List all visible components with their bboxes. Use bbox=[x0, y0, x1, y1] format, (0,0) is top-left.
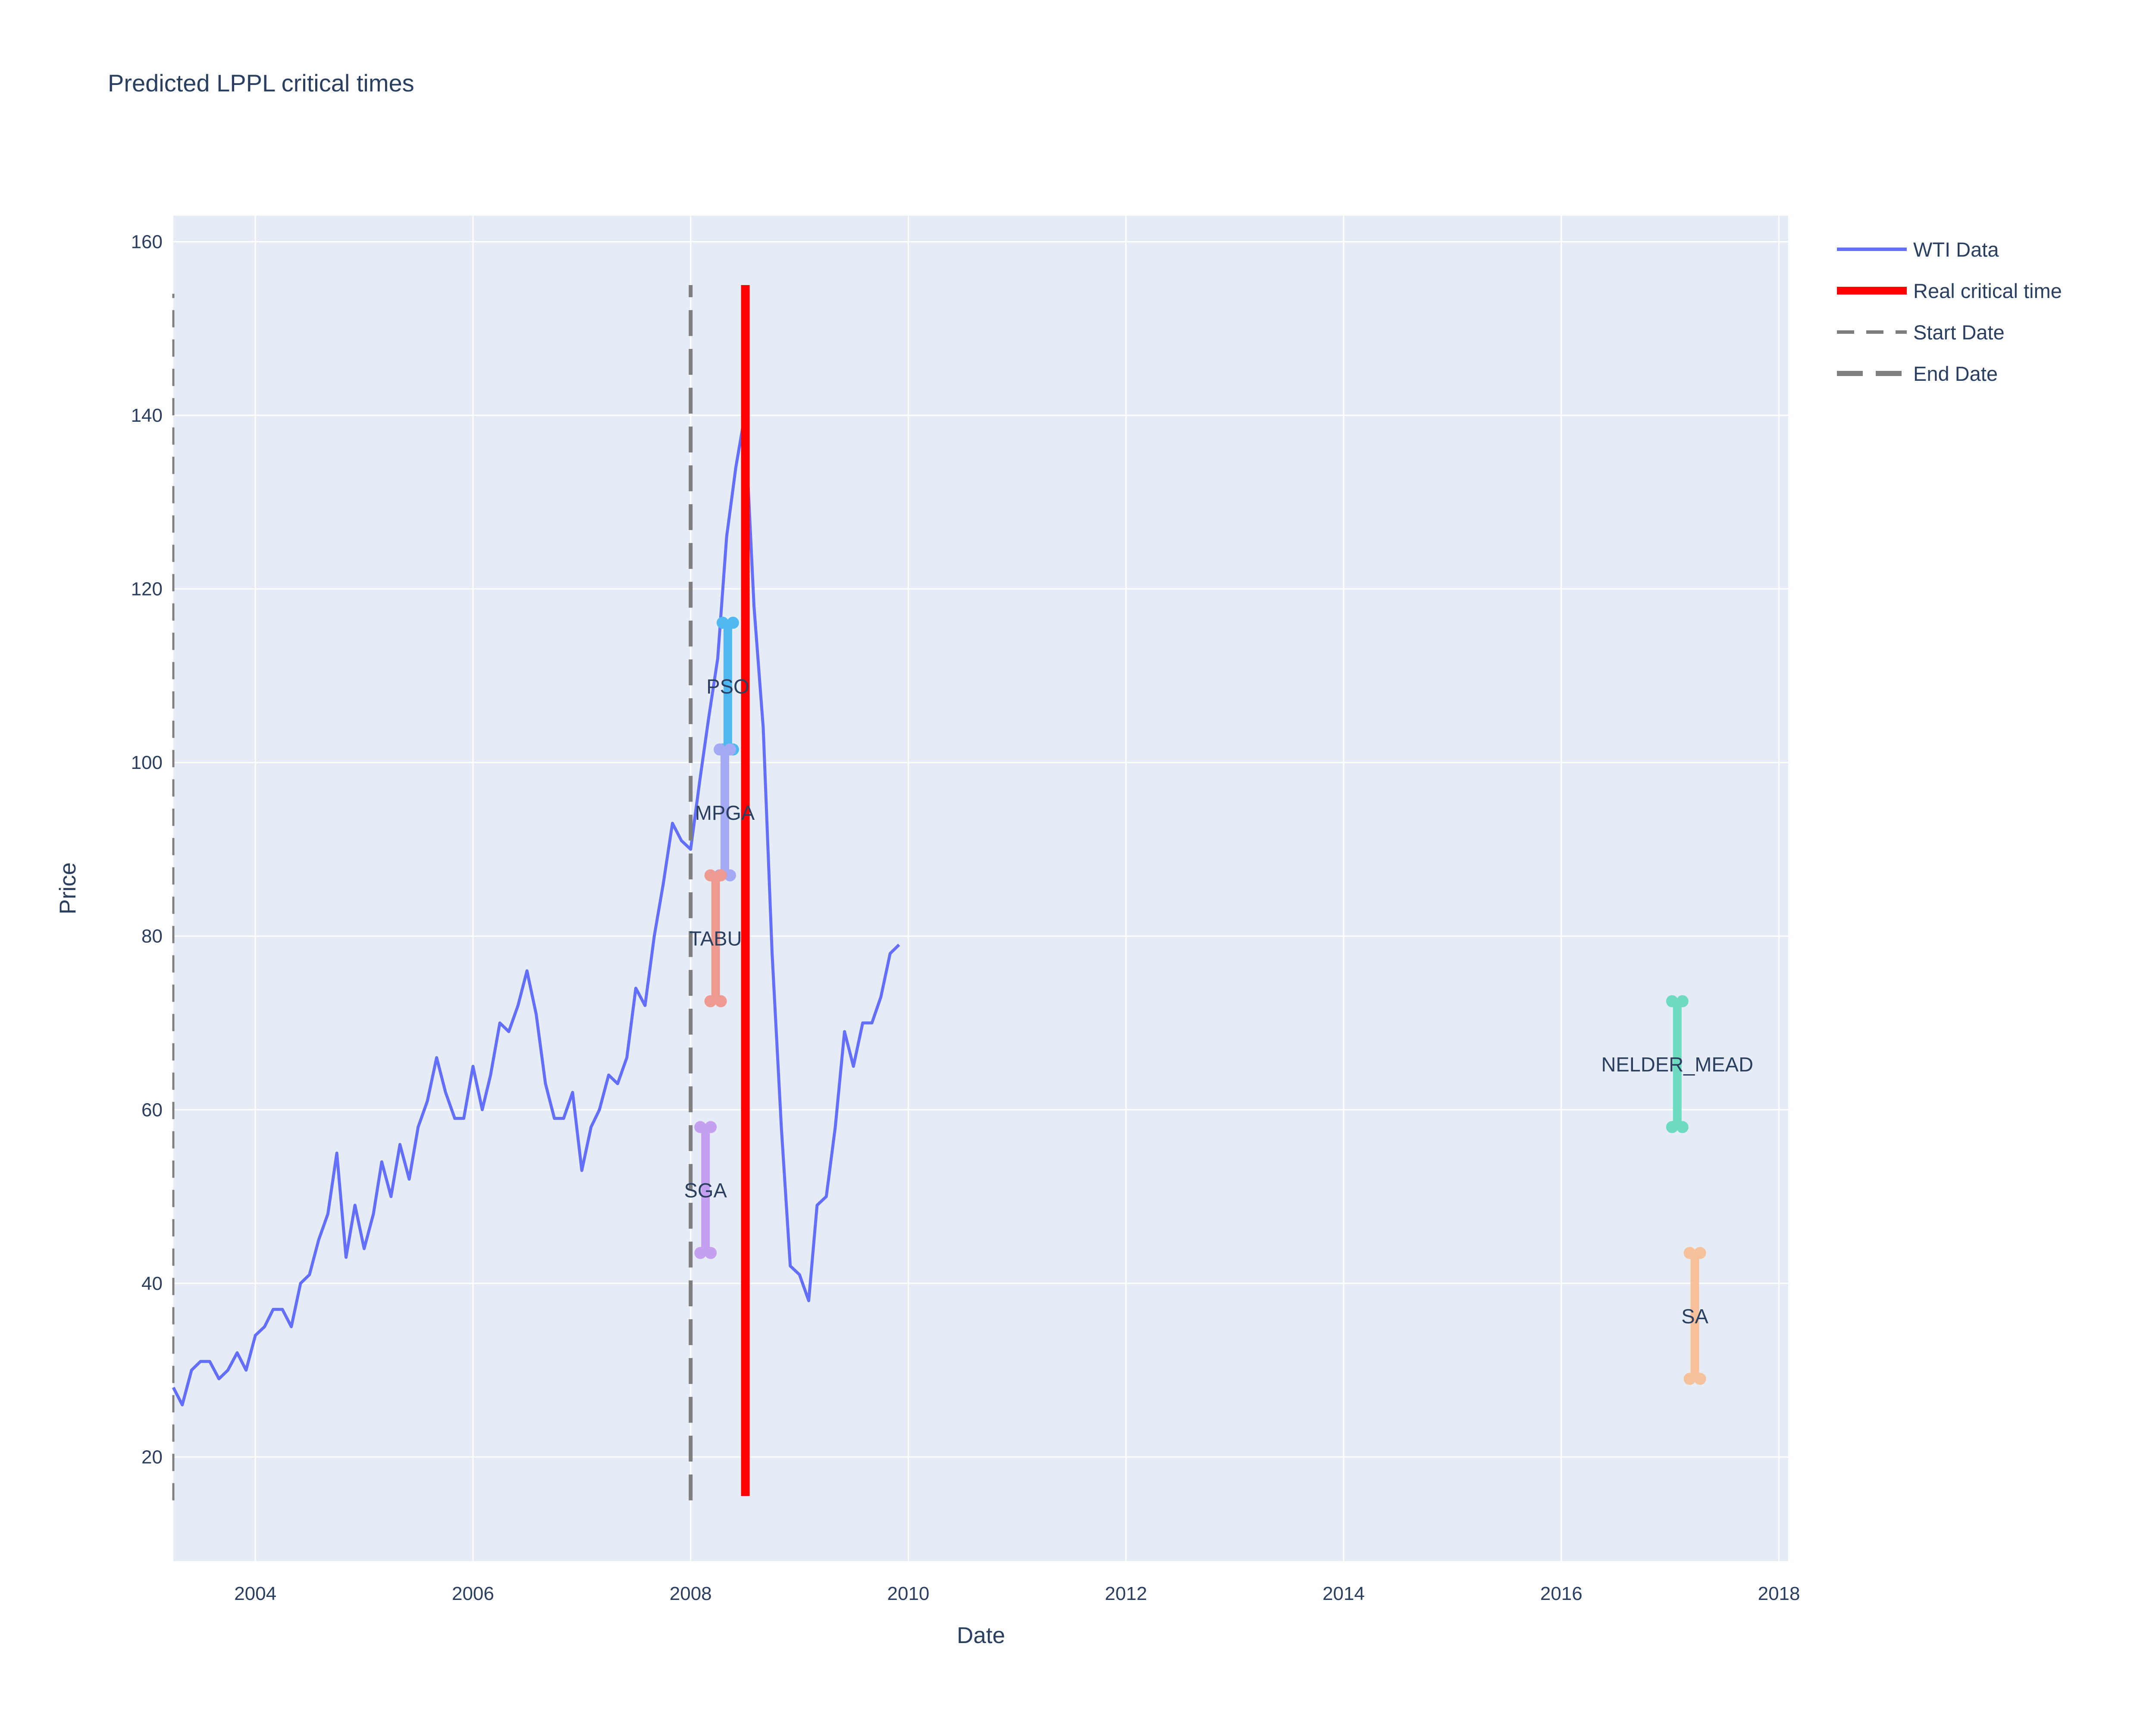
y-tick-label: 100 bbox=[131, 752, 163, 773]
legend-item-end-date[interactable]: End Date bbox=[1913, 362, 1998, 385]
tabu-endpoint bbox=[714, 995, 727, 1007]
sga-label: SGA bbox=[684, 1179, 727, 1201]
pso-endpoint bbox=[716, 617, 729, 629]
y-axis-title: Price bbox=[55, 862, 81, 915]
tabu-endpoint bbox=[714, 869, 727, 881]
nelder-mead-label: NELDER_MEAD bbox=[1601, 1053, 1753, 1076]
legend[interactable]: WTI Data Real critical time Start Date End … bbox=[1837, 238, 2062, 385]
x-tick-label: 2004 bbox=[234, 1583, 276, 1604]
pso-label: PSO bbox=[706, 675, 749, 698]
chart-title: Predicted LPPL critical times bbox=[108, 69, 414, 97]
sga-endpoint bbox=[694, 1121, 707, 1133]
x-axis-title: Date bbox=[957, 1623, 1005, 1648]
x-tick-label: 2008 bbox=[670, 1583, 712, 1604]
sga-endpoint bbox=[705, 1121, 717, 1133]
x-tick-label: 2012 bbox=[1105, 1583, 1147, 1604]
x-tick-label: 2014 bbox=[1322, 1583, 1365, 1604]
x-tick-label: 2010 bbox=[887, 1583, 930, 1604]
mpga-endpoint bbox=[714, 743, 726, 756]
nelder-mead-endpoint bbox=[1676, 1121, 1689, 1133]
y-tick-label: 20 bbox=[141, 1446, 163, 1468]
y-tick-label: 160 bbox=[131, 231, 163, 252]
y-tick-label: 120 bbox=[131, 579, 163, 600]
sa-endpoint bbox=[1683, 1247, 1696, 1259]
legend-item-wti-data[interactable]: WTI Data bbox=[1913, 238, 1999, 261]
mpga-endpoint bbox=[724, 743, 736, 756]
y-tick-label: 60 bbox=[141, 1099, 163, 1120]
mpga-endpoint bbox=[724, 869, 736, 881]
sga-endpoint bbox=[705, 1247, 717, 1259]
tick-layer: 2004 2006 2008 2010 2012 2014 2016 2018 20 40 60 80… bbox=[131, 231, 1800, 1604]
sa-endpoint bbox=[1694, 1373, 1706, 1385]
nelder-mead-endpoint bbox=[1666, 1121, 1678, 1133]
nelder-mead-endpoint bbox=[1676, 995, 1689, 1007]
tabu-endpoint bbox=[704, 995, 717, 1007]
plot-background bbox=[173, 216, 1788, 1561]
x-tick-label: 2006 bbox=[452, 1583, 494, 1604]
sga-endpoint bbox=[694, 1247, 707, 1259]
legend-item-real-critical-time[interactable]: Real critical time bbox=[1913, 279, 2062, 302]
mpga-label: MPGA bbox=[695, 801, 755, 824]
x-tick-label: 2016 bbox=[1540, 1583, 1583, 1604]
wti-data-line bbox=[172, 414, 900, 1407]
sa-label: SA bbox=[1681, 1305, 1708, 1327]
legend-item-start-date[interactable]: Start Date bbox=[1913, 321, 2005, 344]
sa-endpoint bbox=[1683, 1373, 1696, 1385]
pso-endpoint bbox=[727, 617, 739, 629]
y-tick-label: 40 bbox=[141, 1273, 163, 1294]
x-tick-label: 2018 bbox=[1758, 1583, 1800, 1604]
y-tick-label: 140 bbox=[131, 405, 163, 426]
tabu-label: TABU bbox=[689, 927, 742, 950]
sa-endpoint bbox=[1694, 1247, 1706, 1259]
data-layer: PSO MPGA TABU SGA NELDER_MEAD SA bbox=[172, 285, 1753, 1501]
tabu-endpoint bbox=[704, 869, 717, 881]
y-tick-label: 80 bbox=[141, 926, 163, 947]
nelder-mead-endpoint bbox=[1666, 995, 1678, 1007]
